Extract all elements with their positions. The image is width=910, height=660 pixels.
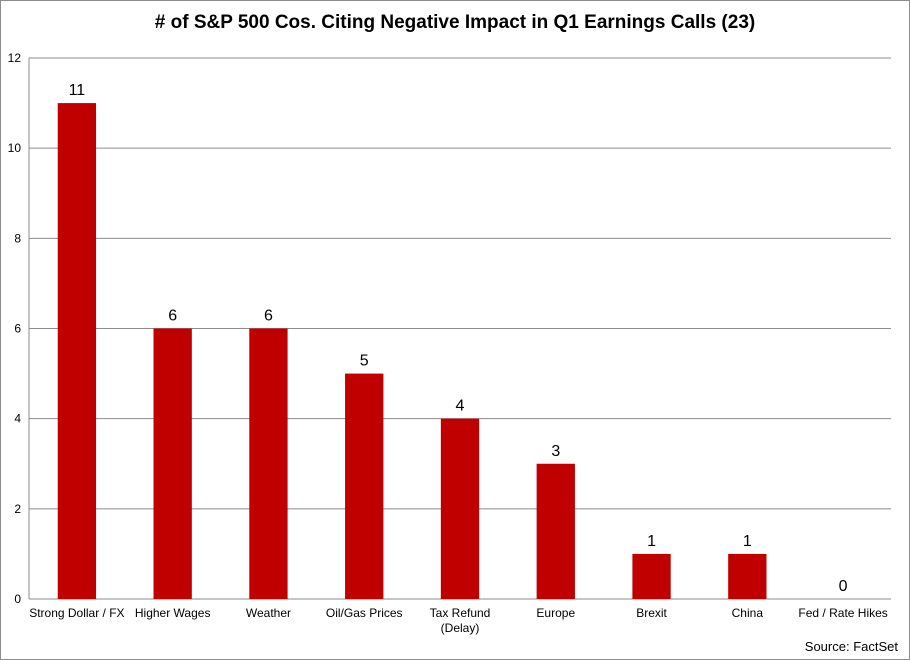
data-label-5: 3 <box>551 443 560 460</box>
x-tick-label-4: Tax Refund (Delay) <box>430 606 491 635</box>
y-tick-label-2: 2 <box>14 502 21 516</box>
x-tick-label-0: Strong Dollar / FX <box>29 606 124 620</box>
y-tick-label-10: 10 <box>8 141 22 155</box>
bar-4 <box>440 418 480 599</box>
bar-3 <box>345 373 384 599</box>
x-tick-label-6: Brexit <box>636 606 667 620</box>
x-tick-label-8: Fed / Rate Hikes <box>798 606 887 620</box>
y-tick-label-12: 12 <box>8 51 22 65</box>
y-tick-label-4: 4 <box>14 412 21 426</box>
data-label-7: 1 <box>743 533 752 550</box>
x-tick-label-2: Weather <box>246 606 291 620</box>
x-tick-label-5: Europe <box>536 606 575 620</box>
bar-7 <box>728 553 767 599</box>
y-tick-label-0: 0 <box>14 592 21 606</box>
data-label-3: 5 <box>360 353 369 370</box>
x-tick-label-3: Oil/Gas Prices <box>326 606 403 620</box>
bar-1 <box>153 328 192 599</box>
data-label-0: 11 <box>69 82 86 99</box>
source-note: Source: FactSet <box>804 639 898 654</box>
y-tick-label-6: 6 <box>14 322 21 336</box>
data-label-1: 6 <box>168 308 177 325</box>
bar-2 <box>249 328 288 599</box>
x-tick-label-7: China <box>732 606 764 620</box>
x-tick-label-1: Higher Wages <box>135 606 211 620</box>
y-tick-label-8: 8 <box>14 231 21 245</box>
data-label-2: 6 <box>264 308 273 325</box>
bar-0 <box>57 103 97 599</box>
data-label-4: 4 <box>456 398 465 415</box>
data-label-6: 1 <box>647 533 656 550</box>
chart-title: # of S&P 500 Cos. Citing Negative Impact… <box>154 12 756 33</box>
data-label-8: 0 <box>839 578 848 595</box>
bar-5 <box>536 463 575 599</box>
bar-6 <box>632 553 671 599</box>
